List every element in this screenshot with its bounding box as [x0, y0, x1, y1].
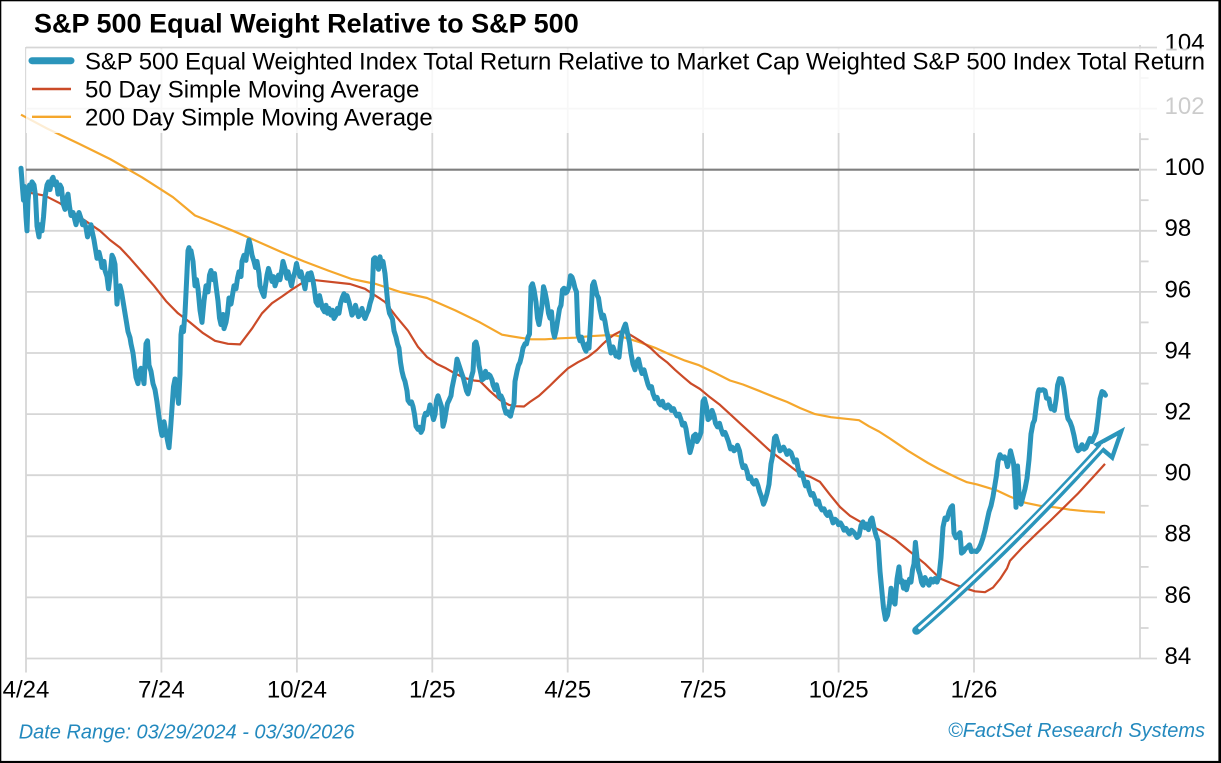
svg-text:10/25: 10/25	[809, 677, 869, 704]
svg-text:88: 88	[1165, 521, 1192, 548]
svg-text:4/25: 4/25	[544, 677, 591, 704]
svg-text:86: 86	[1165, 582, 1192, 609]
svg-text:94: 94	[1165, 337, 1192, 364]
svg-text:7/25: 7/25	[680, 677, 727, 704]
svg-text:7/24: 7/24	[138, 677, 185, 704]
svg-text:90: 90	[1165, 460, 1192, 487]
svg-text:10/24: 10/24	[267, 677, 327, 704]
svg-text:©FactSet Research Systems: ©FactSet Research Systems	[948, 720, 1205, 742]
svg-text:4/24: 4/24	[3, 677, 50, 704]
svg-text:1/25: 1/25	[409, 677, 456, 704]
svg-text:1/26: 1/26	[951, 677, 998, 704]
svg-text:S&P 500 Equal Weighted Index T: S&P 500 Equal Weighted Index Total Retur…	[85, 48, 1205, 75]
svg-text:84: 84	[1165, 643, 1192, 670]
svg-text:Date Range: 03/29/2024 - 03/30: Date Range: 03/29/2024 - 03/30/2026	[19, 722, 356, 744]
svg-text:50 Day Simple Moving Average: 50 Day Simple Moving Average	[85, 77, 419, 104]
svg-text:S&P 500 Equal Weight Relative: S&P 500 Equal Weight Relative to S&P 500	[34, 9, 579, 39]
svg-text:96: 96	[1165, 276, 1192, 303]
svg-text:98: 98	[1165, 215, 1192, 242]
svg-text:200 Day Simple Moving Average: 200 Day Simple Moving Average	[85, 104, 433, 131]
svg-text:92: 92	[1165, 399, 1192, 426]
svg-text:100: 100	[1165, 154, 1205, 181]
